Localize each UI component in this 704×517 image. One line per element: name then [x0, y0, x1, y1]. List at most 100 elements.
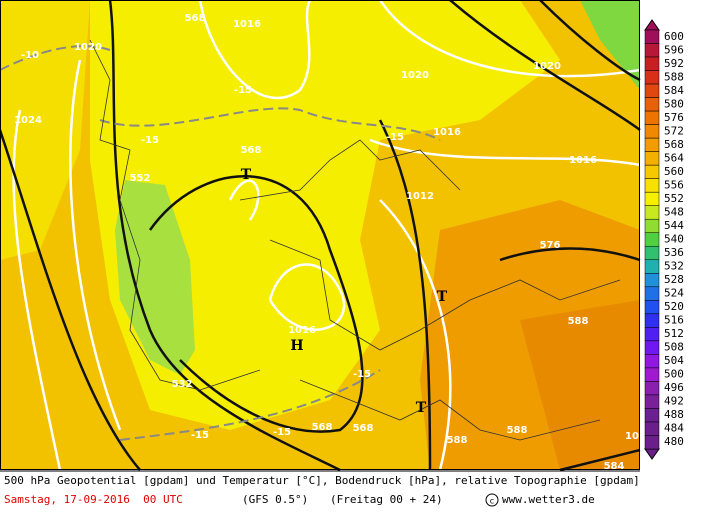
- colorbar-swatch: [644, 367, 660, 382]
- colorbar-swatch: [644, 232, 660, 247]
- colorbar-swatch: [644, 191, 660, 206]
- colorbar-label: 516: [664, 314, 684, 327]
- colorbar-swatch: [644, 205, 660, 220]
- colorbar-swatch: [644, 354, 660, 369]
- colorbar-swatch: [644, 286, 660, 301]
- colorbar-label: 588: [664, 70, 684, 83]
- yellow-west: [0, 0, 90, 260]
- pressure-center: T: [437, 289, 448, 305]
- colorbar-label: 572: [664, 124, 684, 137]
- colorbar-label: 548: [664, 205, 684, 218]
- colorbar-swatch: [644, 218, 660, 233]
- pressure-center: T: [416, 400, 427, 416]
- colorbar-swatch: [644, 164, 660, 179]
- colorbar-label: 560: [664, 165, 684, 178]
- contour-label: -15: [273, 427, 291, 438]
- colorbar-label: 532: [664, 260, 684, 273]
- yellow-zone: [90, 0, 560, 430]
- green-zone: [115, 180, 195, 375]
- colorbar-swatch: [644, 70, 660, 85]
- contour-label: 552: [130, 173, 151, 184]
- coastlines: [89, 39, 621, 441]
- contour-label: 1016: [233, 19, 261, 30]
- footer-run: (Freitag 00 + 24): [330, 493, 443, 506]
- colorbar-swatch: [644, 435, 660, 450]
- colorbar-label: 508: [664, 341, 684, 354]
- map-frame: [0, 0, 640, 470]
- copyright-c: c: [490, 497, 494, 506]
- contour-label: -15: [191, 430, 209, 441]
- colorbar-swatch: [644, 137, 660, 152]
- contour-label: -15: [141, 135, 159, 146]
- geopotential-lines: [0, 0, 641, 472]
- colorbar-swatch: [644, 273, 660, 288]
- contour-label: 10: [625, 431, 639, 442]
- colorbar-swatch: [644, 421, 660, 436]
- contour-label: 588: [447, 435, 468, 446]
- colorbar-label: 480: [664, 435, 684, 448]
- colorbar-label: 564: [664, 151, 684, 164]
- colorbar-swatch: [644, 29, 660, 44]
- colorbar-label: 528: [664, 273, 684, 286]
- colorbar-swatch: [644, 124, 660, 139]
- colorbar-label: 488: [664, 408, 684, 421]
- colorbar-label: 556: [664, 178, 684, 191]
- contour-label: 532: [172, 379, 193, 390]
- colorbar: 6005965925885845805765725685645605565525…: [644, 19, 684, 460]
- contour-label: 568: [241, 145, 262, 156]
- colorbar-label: 576: [664, 111, 684, 124]
- colorbar-label: 500: [664, 368, 684, 381]
- colorbar-swatch: [644, 340, 660, 355]
- colorbar-swatch: [644, 178, 660, 193]
- colorbar-label: 552: [664, 192, 684, 205]
- footer-model: (GFS 0.5°): [242, 493, 308, 506]
- footer-description: 500 hPa Geopotential [gpdam] und Tempera…: [4, 474, 640, 487]
- contour-label: -10: [21, 50, 39, 61]
- isotherms: [0, 45, 441, 441]
- colorbar-label: 544: [664, 219, 684, 232]
- footer-date: Samstag, 17-09-2016 00 UTC: [4, 493, 183, 506]
- colorbar-swatch: [644, 408, 660, 423]
- colorbar-swatch: [644, 43, 660, 58]
- pressure-center: T: [241, 167, 252, 183]
- isobars: [12, 0, 641, 471]
- contour-label: 1020: [533, 61, 561, 72]
- colorbar-label: 536: [664, 246, 684, 259]
- contour-label: 1020: [401, 70, 429, 81]
- map-labels: 568 1016 -10 1020 1020 1020 1024 -15 -15 568 T -15 1…: [14, 13, 639, 472]
- colorbar-label: 492: [664, 395, 684, 408]
- colorbar-label: 512: [664, 327, 684, 340]
- contour-label: 588: [568, 316, 589, 327]
- footer: 500 hPa Geopotential [gpdam] und Tempera…: [0, 470, 640, 507]
- pressure-center: H: [290, 338, 303, 354]
- colorbar-swatch: [644, 327, 660, 342]
- contour-label: 568: [312, 422, 333, 433]
- contour-label: 576: [540, 240, 561, 251]
- colorbar-label: 524: [664, 287, 684, 300]
- copyright-icon: [485, 493, 499, 507]
- colorbar-label: 504: [664, 354, 684, 367]
- contour-label: 568: [185, 13, 206, 24]
- colorbar-label: 540: [664, 233, 684, 246]
- colorbar-label: 592: [664, 57, 684, 70]
- colorbar-label: 568: [664, 138, 684, 151]
- colorbar-swatch: [644, 83, 660, 98]
- colorbar-label: 596: [664, 43, 684, 56]
- contour-label: 1024: [14, 115, 42, 126]
- colorbar-label: 580: [664, 97, 684, 110]
- colorbar-swatch: [644, 259, 660, 274]
- colorbar-label: 520: [664, 300, 684, 313]
- colorbar-swatch: [644, 151, 660, 166]
- contour-label: -15: [353, 369, 371, 380]
- contour-label: 1016: [569, 155, 597, 166]
- contour-label: 1020: [74, 42, 102, 53]
- contour-label: 1012: [406, 191, 434, 202]
- contour-label: -15: [234, 85, 252, 96]
- colorbar-swatch: [644, 381, 660, 396]
- contour-label: -15: [386, 132, 404, 143]
- contour-label: 584: [604, 461, 625, 472]
- contour-label: 568: [353, 423, 374, 434]
- colorbar-swatch: [644, 110, 660, 125]
- green-ne: [580, 0, 640, 90]
